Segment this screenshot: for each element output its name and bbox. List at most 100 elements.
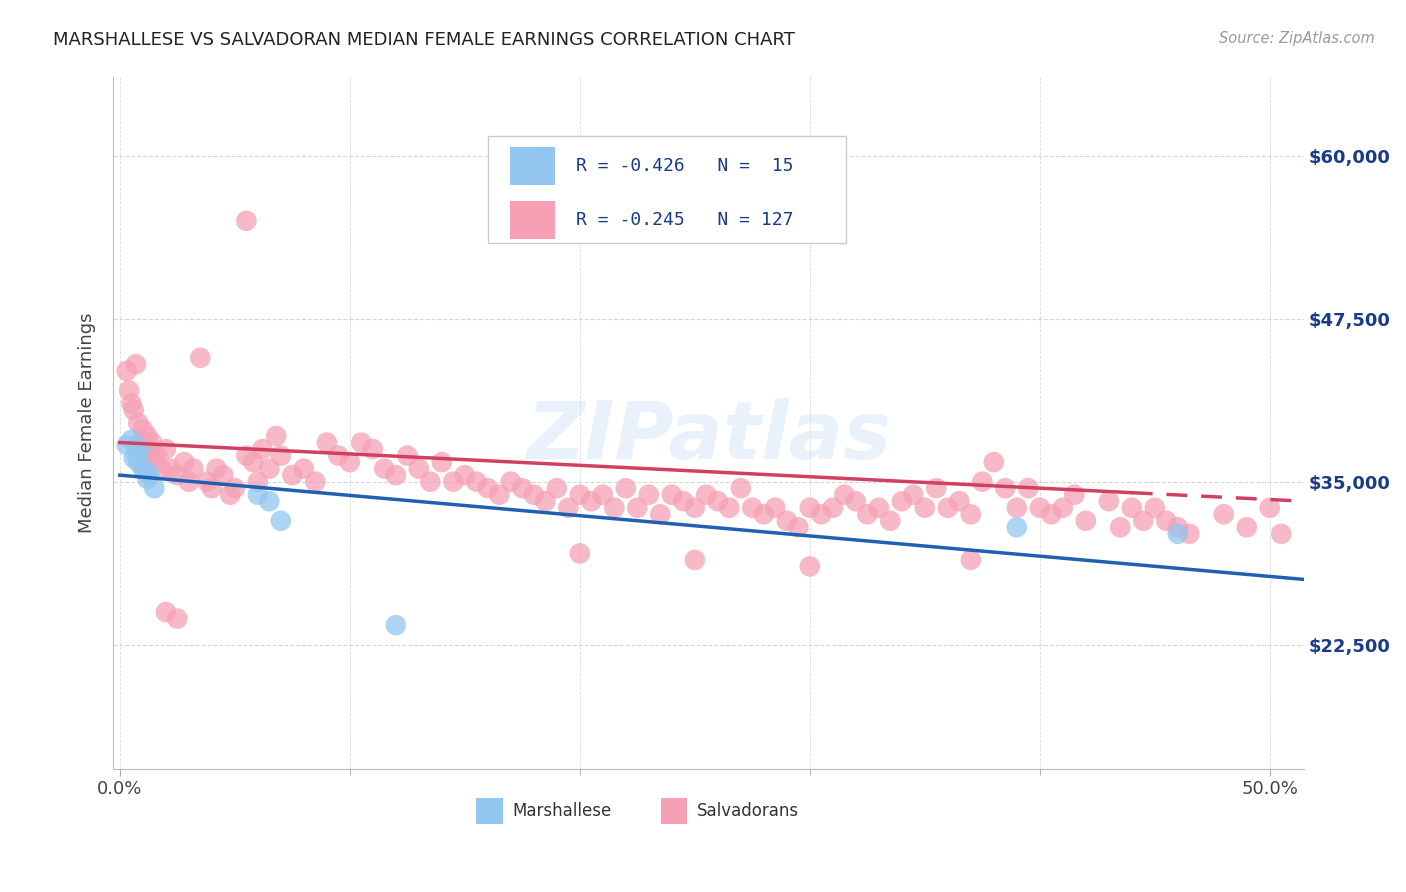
Point — [637, 488, 659, 502]
Point — [122, 403, 145, 417]
Point — [695, 488, 717, 502]
Point — [235, 449, 257, 463]
Point — [499, 475, 522, 489]
Point — [1154, 514, 1177, 528]
Point — [925, 481, 948, 495]
Point — [138, 449, 160, 463]
Point — [959, 508, 981, 522]
Point — [173, 455, 195, 469]
Point — [205, 461, 228, 475]
Point — [936, 500, 959, 515]
Point — [373, 461, 395, 475]
Point — [195, 475, 218, 489]
Text: Salvadorans: Salvadorans — [697, 802, 799, 820]
Point — [741, 500, 763, 515]
Point — [134, 442, 156, 456]
Point — [145, 449, 167, 463]
Point — [890, 494, 912, 508]
Point — [441, 475, 464, 489]
Point — [143, 481, 166, 495]
Point — [315, 435, 337, 450]
Point — [150, 461, 173, 475]
Point — [292, 461, 315, 475]
Text: R = -0.245   N = 127: R = -0.245 N = 127 — [576, 211, 794, 228]
Point — [1132, 514, 1154, 528]
Point — [246, 488, 269, 502]
Point — [914, 500, 936, 515]
Point — [419, 475, 441, 489]
Point — [510, 481, 533, 495]
Point — [1063, 488, 1085, 502]
Point — [1258, 500, 1281, 515]
Point — [129, 442, 152, 456]
Bar — [477, 797, 502, 824]
Point — [1236, 520, 1258, 534]
Point — [707, 494, 730, 508]
Point — [1017, 481, 1039, 495]
Bar — [661, 797, 688, 824]
Point — [1121, 500, 1143, 515]
Point — [350, 435, 373, 450]
Text: Marshallese: Marshallese — [512, 802, 612, 820]
Point — [361, 442, 384, 456]
FancyBboxPatch shape — [488, 136, 845, 244]
Text: ZIPat​las: ZIPat​las — [526, 398, 891, 475]
Point — [856, 508, 879, 522]
Point — [1052, 500, 1074, 515]
Point — [1178, 526, 1201, 541]
Point — [125, 357, 148, 371]
Point — [581, 494, 603, 508]
Point — [235, 214, 257, 228]
Point — [821, 500, 844, 515]
Point — [246, 475, 269, 489]
Point — [959, 553, 981, 567]
Point — [304, 475, 326, 489]
Point — [465, 475, 488, 489]
Point — [270, 514, 292, 528]
Point — [134, 464, 156, 478]
Point — [948, 494, 970, 508]
Point — [328, 449, 350, 463]
Point — [115, 438, 138, 452]
Point — [763, 500, 786, 515]
Point — [143, 455, 166, 469]
Point — [568, 488, 591, 502]
Point — [994, 481, 1017, 495]
Point — [672, 494, 695, 508]
Point — [118, 384, 141, 398]
Point — [718, 500, 741, 515]
Point — [127, 416, 149, 430]
Point — [224, 481, 246, 495]
Point — [1212, 508, 1234, 522]
Point — [141, 435, 163, 450]
Point — [546, 481, 568, 495]
Point — [177, 475, 200, 489]
Point — [983, 455, 1005, 469]
Point — [166, 611, 188, 625]
Point — [339, 455, 361, 469]
Text: R = -0.426   N =  15: R = -0.426 N = 15 — [576, 157, 794, 175]
Point — [122, 451, 145, 466]
Point — [557, 500, 579, 515]
Point — [799, 500, 821, 515]
Point — [155, 605, 177, 619]
Point — [1029, 500, 1052, 515]
Point — [1143, 500, 1166, 515]
Point — [730, 481, 752, 495]
Point — [242, 455, 264, 469]
Point — [159, 461, 181, 475]
Point — [120, 433, 142, 447]
Point — [832, 488, 855, 502]
Point — [972, 475, 994, 489]
Bar — [509, 147, 555, 186]
Point — [1005, 500, 1028, 515]
Point — [138, 468, 160, 483]
Point — [270, 449, 292, 463]
Point — [787, 520, 810, 534]
Point — [132, 461, 155, 475]
Point — [115, 364, 138, 378]
Point — [568, 546, 591, 560]
Point — [430, 455, 453, 469]
Point — [614, 481, 637, 495]
Point — [603, 500, 626, 515]
